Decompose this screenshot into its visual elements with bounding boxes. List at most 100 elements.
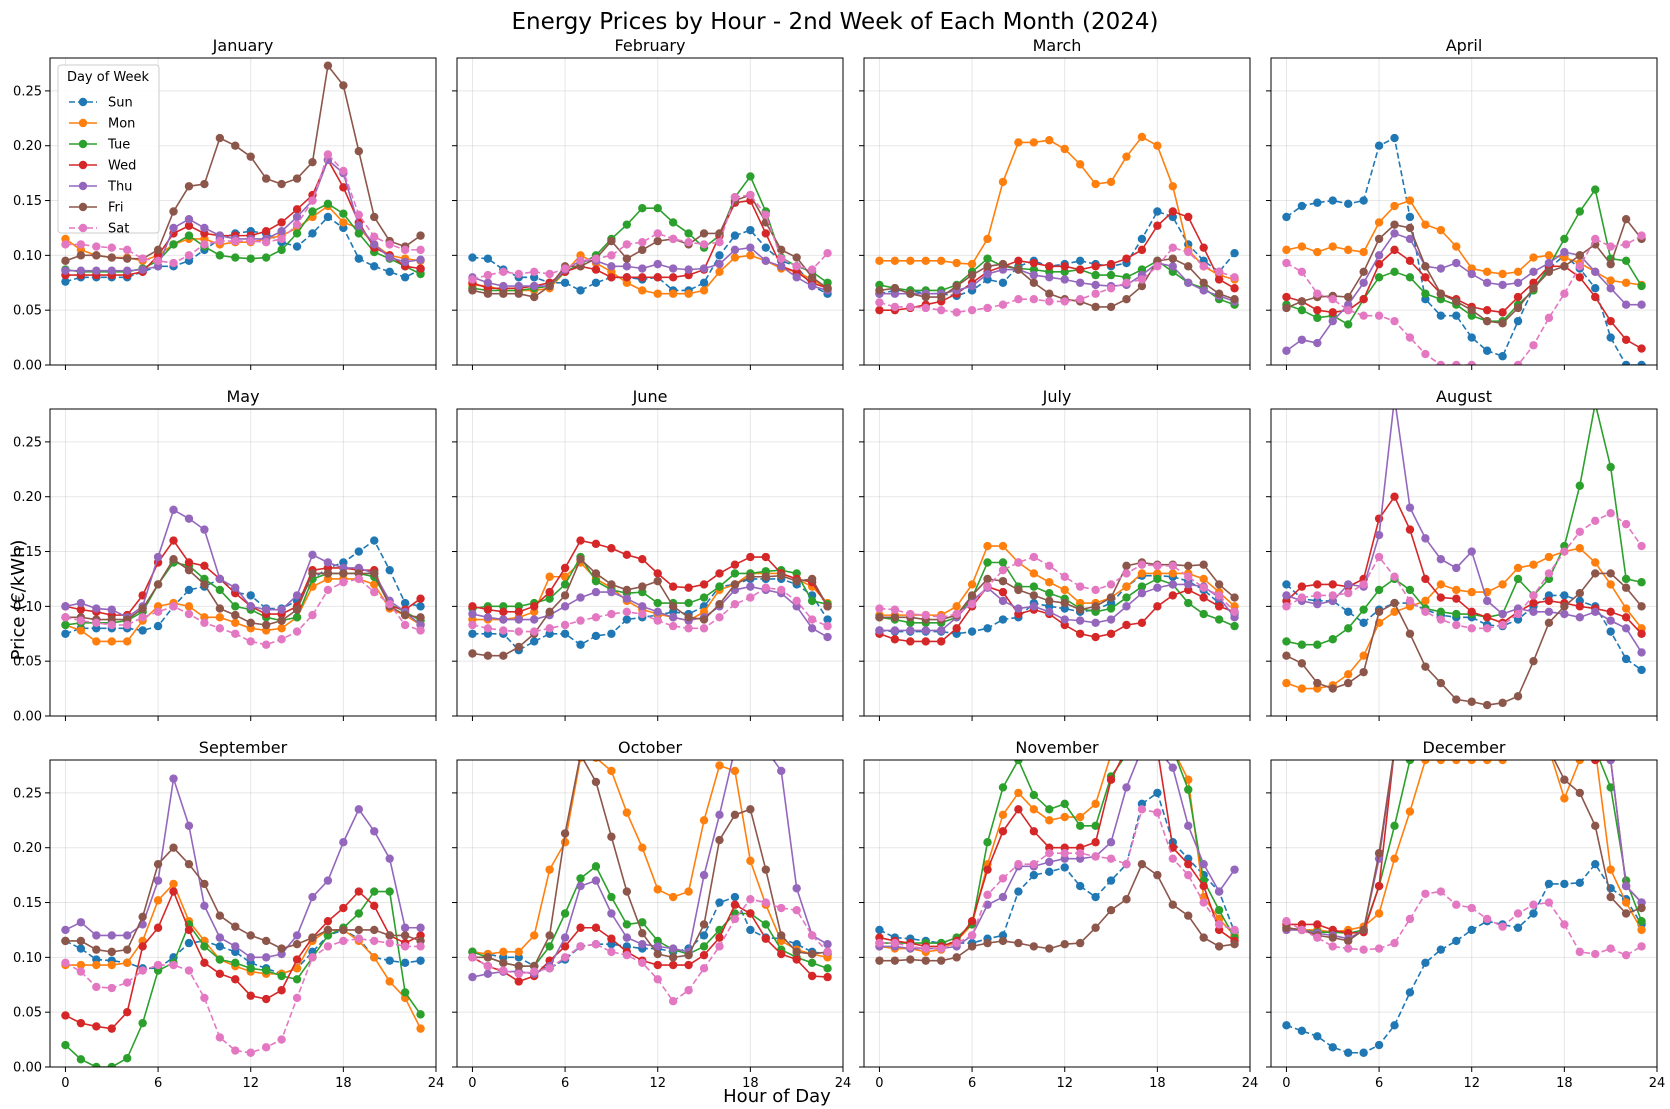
data-point-fri <box>1529 656 1538 666</box>
data-point-fri <box>153 580 163 589</box>
data-point-thu <box>807 624 817 633</box>
data-point-sat <box>215 236 225 246</box>
data-point-sun <box>1436 311 1446 320</box>
data-point-wed <box>1606 607 1615 617</box>
data-point-thu <box>1482 596 1492 606</box>
data-point-fri <box>792 947 801 957</box>
data-point-thu <box>1045 607 1054 617</box>
y-tick-label: 0.05 <box>13 304 42 319</box>
data-point-wed <box>1091 262 1100 271</box>
data-point-fri <box>261 174 271 183</box>
data-point-wed <box>746 909 755 918</box>
data-point-thu <box>746 582 755 591</box>
data-point-sat <box>215 624 225 633</box>
panel-title: June <box>632 387 668 406</box>
data-point-thu <box>1282 591 1291 600</box>
data-point-thu <box>370 240 379 249</box>
data-point-fri <box>1168 900 1178 909</box>
data-point-fri <box>231 610 240 620</box>
data-point-tue <box>1137 582 1147 591</box>
data-point-fri <box>323 61 333 70</box>
data-point-tue <box>1390 821 1399 830</box>
data-point-sat <box>138 254 147 263</box>
data-point-wed <box>499 607 508 617</box>
data-point-fri <box>1421 662 1430 671</box>
panel-title: August <box>1436 387 1492 406</box>
series-group <box>468 760 832 1006</box>
data-point-sun <box>983 624 992 633</box>
x-tick-label: 12 <box>242 1076 259 1091</box>
data-point-mon <box>76 960 86 970</box>
data-point-wed <box>1390 492 1399 501</box>
data-point-mon <box>699 816 709 825</box>
data-point-wed <box>1214 275 1224 284</box>
data-point-wed <box>92 1022 101 1031</box>
data-point-wed <box>607 544 616 553</box>
data-point-mon <box>715 761 724 770</box>
data-point-sat <box>292 220 302 229</box>
data-point-fri <box>777 931 786 940</box>
data-point-wed <box>1405 525 1415 534</box>
data-point-wed <box>1199 243 1208 252</box>
data-point-sun <box>385 565 394 575</box>
data-point-tue <box>1560 745 1568 753</box>
data-point-thu <box>1606 284 1615 293</box>
data-point-tue <box>1591 745 1599 753</box>
data-point-fri <box>607 236 616 246</box>
data-point-mon <box>1297 684 1307 693</box>
data-point-sat <box>1184 870 1193 880</box>
data-point-sat <box>684 986 693 995</box>
data-point-sun <box>308 229 317 238</box>
data-point-wed <box>1075 629 1085 638</box>
data-point-fri <box>1513 692 1523 701</box>
data-point-thu <box>1045 273 1054 282</box>
data-point-tue <box>1075 821 1085 830</box>
data-point-sun <box>530 637 539 646</box>
data-point-tue <box>1029 582 1039 591</box>
data-point-wed <box>169 887 178 896</box>
data-point-sun <box>1328 196 1337 205</box>
data-point-sat <box>138 966 147 975</box>
data-point-wed <box>61 1011 70 1020</box>
data-point-sat <box>545 964 554 973</box>
data-point-wed <box>76 605 86 614</box>
data-point-sun <box>385 956 394 965</box>
data-point-sat <box>323 150 333 159</box>
data-point-sat <box>1359 945 1368 954</box>
data-point-wed <box>1575 602 1585 611</box>
data-point-wed <box>576 923 585 932</box>
data-point-thu <box>1184 278 1193 287</box>
data-point-fri <box>261 620 271 630</box>
data-point-fri <box>1230 295 1239 304</box>
data-point-tue <box>1637 916 1646 926</box>
data-point-wed <box>1122 745 1130 753</box>
gridlines <box>1271 760 1658 1068</box>
data-point-sat <box>699 240 709 249</box>
data-point-sat <box>823 621 832 631</box>
data-point-mon <box>123 637 132 646</box>
series-line-sat <box>65 937 421 1054</box>
data-point-tue <box>308 207 317 216</box>
data-point-sat <box>1606 508 1615 518</box>
data-point-fri <box>499 651 508 660</box>
data-point-fri <box>169 207 178 216</box>
data-point-fri <box>92 251 101 260</box>
data-point-mon <box>983 541 992 551</box>
data-point-thu <box>292 212 302 222</box>
data-point-mon <box>998 177 1008 187</box>
data-point-thu <box>715 810 724 820</box>
data-point-mon <box>1452 760 1461 765</box>
data-point-fri <box>370 212 379 222</box>
data-point-thu <box>1513 278 1523 287</box>
data-point-fri <box>1184 911 1193 920</box>
data-point-wed <box>998 587 1008 597</box>
data-point-fri <box>1374 234 1384 244</box>
gridlines <box>864 409 1251 717</box>
data-point-thu <box>1390 745 1398 753</box>
data-point-fri <box>1637 602 1646 611</box>
data-point-sat <box>385 240 394 249</box>
y-tick-label: 0.15 <box>13 194 42 209</box>
data-point-tue <box>823 964 832 973</box>
data-point-sun <box>1153 788 1162 798</box>
data-point-thu <box>184 214 194 224</box>
